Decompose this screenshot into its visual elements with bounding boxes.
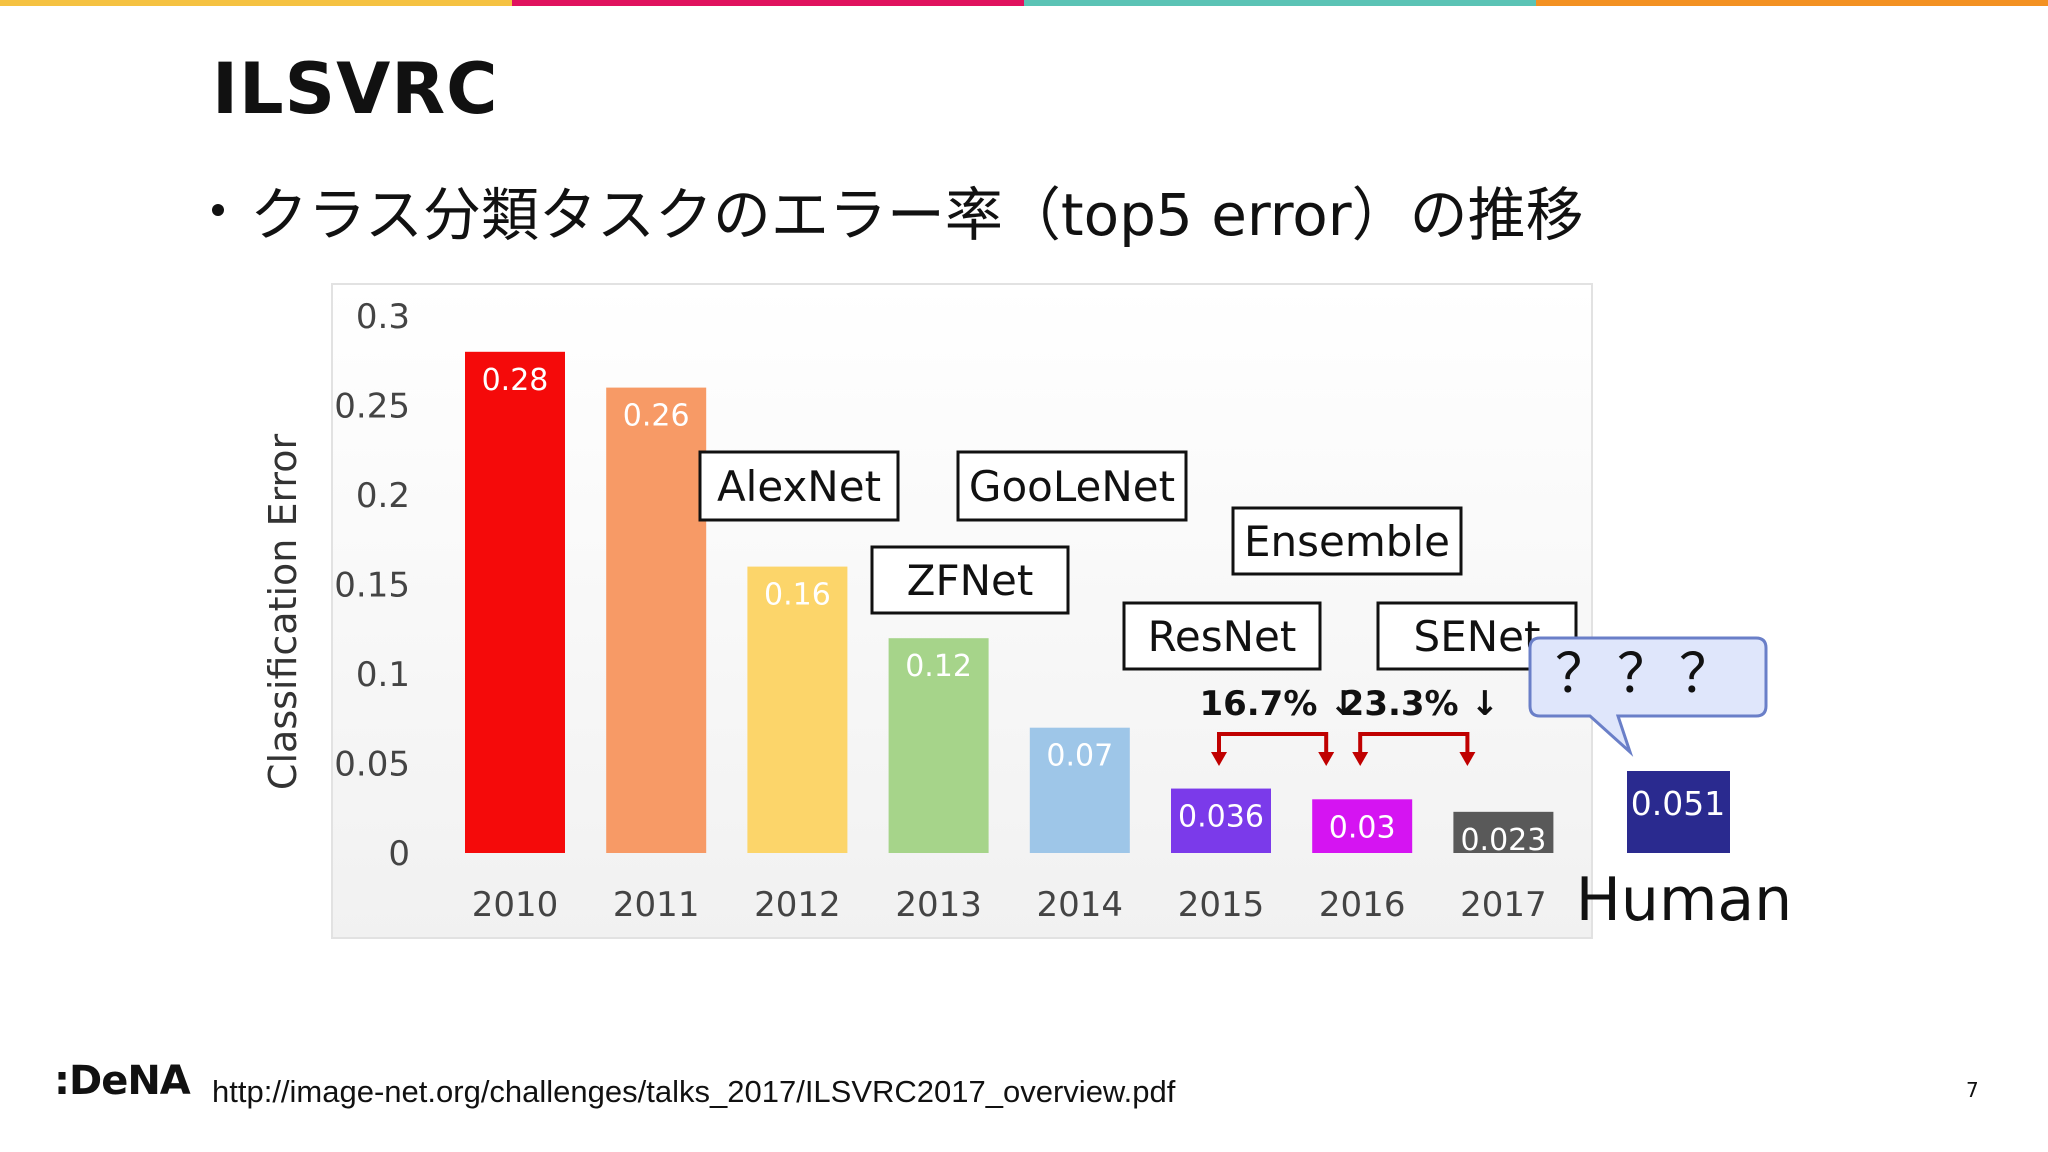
top-color-bar	[0, 0, 2048, 6]
x-tick-label: 2016	[1319, 885, 1406, 925]
bullet-item: クラス分類タスクのエラー率（top5 error）の推移	[212, 168, 1584, 252]
top-bar-segment-yellow	[0, 0, 512, 6]
y-axis-label: Classification Error	[261, 434, 305, 791]
human-label: Human	[1576, 865, 1792, 935]
top-bar-segment-teal	[1024, 0, 1536, 6]
bar-2016	[1312, 799, 1413, 853]
annotation-box-alexnet	[698, 450, 900, 522]
x-tick-label: 2015	[1178, 885, 1265, 925]
annotation-box-zfnet	[870, 545, 1070, 615]
y-tick-label: 0.3	[356, 297, 410, 337]
reduction-bracket	[1217, 732, 1329, 754]
x-tick-label: 2013	[895, 885, 982, 925]
annotation-label: GooLeNet	[969, 462, 1175, 511]
top-bar-segment-pink	[512, 0, 1024, 6]
reduction-label: 16.7% ↓	[1199, 684, 1357, 724]
bar-2010	[465, 351, 565, 853]
question-callout-text: ？？？	[1555, 642, 1741, 705]
bar-2015	[1171, 788, 1271, 853]
bracket-arrow-left-icon	[1352, 752, 1369, 766]
annotation-box-resnet	[1122, 601, 1322, 671]
dena-logo: :DeNA	[54, 1058, 191, 1104]
x-tick-label: 2011	[613, 885, 700, 925]
annotation-label: AlexNet	[717, 462, 881, 511]
bar-value-label: 0.12	[905, 649, 972, 684]
bar-value-label: 0.03	[1329, 810, 1396, 845]
bracket-arrow-right-icon	[1318, 752, 1335, 766]
y-tick-label: 0.1	[356, 655, 410, 695]
bracket-arrow-right-icon	[1459, 752, 1476, 766]
top-bar-segment-orange	[1536, 0, 2048, 6]
x-tick-label: 2017	[1460, 885, 1547, 925]
annotation-label: ResNet	[1148, 612, 1297, 661]
y-tick-label: 0.2	[356, 476, 410, 516]
x-tick-label: 2010	[472, 885, 559, 925]
y-tick-label: 0.15	[334, 566, 410, 606]
bar-value-label: 0.023	[1460, 823, 1546, 858]
bar-2011	[606, 387, 707, 853]
bar-value-label: 0.28	[482, 363, 549, 398]
human-bar	[1627, 771, 1730, 853]
bar-value-label: 0.26	[623, 399, 690, 434]
bar-2012	[747, 566, 848, 853]
annotation-label: SENet	[1414, 612, 1541, 661]
bar-value-label: 0.16	[764, 578, 831, 613]
bracket-arrow-left-icon	[1211, 752, 1227, 766]
bar-value-label: 0.07	[1046, 739, 1113, 774]
bar-2013	[888, 638, 989, 853]
y-tick-label: 0.05	[334, 745, 410, 785]
bullet-text: クラス分類タスクのエラー率（top5 error）の推移	[250, 181, 1584, 249]
bar-2014	[1029, 727, 1130, 853]
bar-value-label: 0.036	[1178, 800, 1264, 835]
human-value-label: 0.051	[1631, 784, 1725, 823]
reduction-bracket	[1358, 732, 1470, 754]
reduction-label: 23.3% ↓	[1341, 684, 1499, 724]
annotation-box-ensemble	[1231, 506, 1463, 576]
bullet-dot-icon	[212, 204, 224, 216]
question-callout-bubble	[1528, 636, 1768, 757]
source-url[interactable]: http://image-net.org/challenges/talks_20…	[212, 1074, 1176, 1109]
x-tick-label: 2014	[1037, 885, 1124, 925]
slide-title: ILSVRC	[212, 48, 499, 130]
y-tick-label: 0	[388, 834, 410, 874]
annotation-label: ZFNet	[907, 556, 1034, 605]
annotation-label: Ensemble	[1244, 517, 1450, 566]
annotation-box-goolenet	[956, 450, 1188, 522]
y-tick-label: 0.25	[334, 387, 410, 427]
page-number: 7	[1966, 1078, 1979, 1102]
bar-2017	[1453, 811, 1554, 853]
x-tick-label: 2012	[754, 885, 841, 925]
